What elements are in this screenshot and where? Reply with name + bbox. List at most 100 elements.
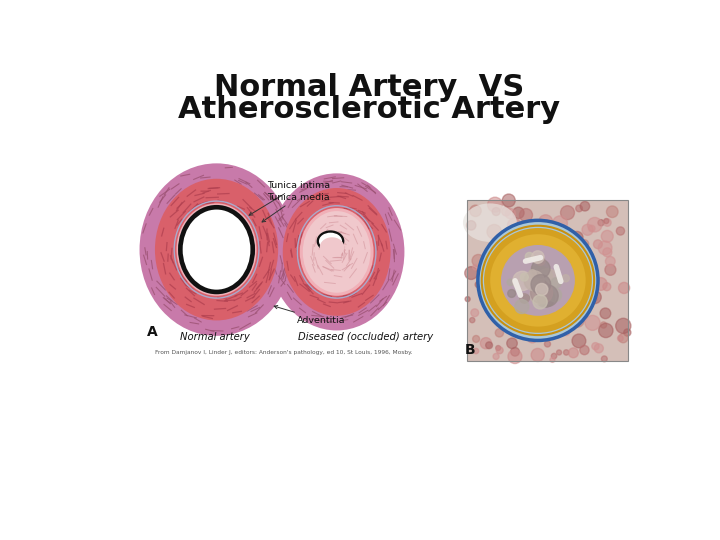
Circle shape (559, 264, 566, 271)
Circle shape (531, 286, 546, 301)
Circle shape (606, 206, 618, 218)
Circle shape (588, 218, 602, 232)
Circle shape (505, 208, 516, 219)
Circle shape (528, 269, 536, 278)
Circle shape (533, 295, 547, 309)
Circle shape (536, 284, 548, 295)
Circle shape (603, 283, 611, 291)
Circle shape (513, 233, 528, 247)
Circle shape (465, 296, 470, 302)
Circle shape (606, 256, 615, 266)
Circle shape (493, 353, 499, 360)
Circle shape (536, 269, 558, 291)
Circle shape (544, 341, 551, 347)
Circle shape (603, 248, 612, 257)
Ellipse shape (155, 179, 278, 320)
Circle shape (594, 344, 603, 353)
Text: Tunica media: Tunica media (262, 193, 329, 222)
Ellipse shape (317, 231, 344, 252)
Ellipse shape (319, 233, 342, 249)
Circle shape (598, 220, 604, 226)
Circle shape (498, 255, 513, 270)
Circle shape (496, 347, 503, 354)
Circle shape (572, 242, 580, 251)
Text: B: B (464, 343, 475, 357)
Circle shape (557, 350, 562, 355)
Circle shape (508, 218, 521, 232)
Circle shape (600, 322, 607, 328)
Ellipse shape (478, 220, 598, 340)
Ellipse shape (303, 211, 371, 293)
Circle shape (526, 252, 534, 261)
Circle shape (548, 288, 562, 302)
Circle shape (486, 342, 492, 349)
Ellipse shape (300, 208, 374, 296)
Circle shape (624, 329, 631, 336)
Circle shape (549, 282, 560, 294)
Bar (467, 200, 629, 361)
Circle shape (508, 289, 516, 298)
Circle shape (522, 298, 536, 312)
Circle shape (582, 224, 593, 235)
Circle shape (481, 261, 496, 276)
Circle shape (523, 295, 529, 301)
Circle shape (605, 265, 616, 275)
Circle shape (530, 286, 547, 303)
Ellipse shape (178, 205, 255, 294)
Circle shape (507, 338, 517, 348)
Circle shape (600, 308, 611, 319)
Ellipse shape (463, 204, 517, 242)
Circle shape (524, 271, 544, 291)
Ellipse shape (140, 164, 294, 336)
Ellipse shape (183, 210, 251, 289)
Ellipse shape (490, 234, 585, 327)
Circle shape (471, 309, 479, 316)
Circle shape (552, 353, 557, 359)
Circle shape (531, 274, 551, 294)
Circle shape (561, 319, 573, 331)
Bar (467, 200, 629, 361)
Circle shape (594, 278, 607, 291)
Circle shape (580, 240, 589, 248)
Text: Normal Artery  VS: Normal Artery VS (214, 73, 524, 103)
Circle shape (557, 246, 567, 255)
Ellipse shape (501, 245, 575, 316)
Circle shape (531, 348, 544, 361)
Circle shape (536, 268, 552, 285)
Circle shape (502, 230, 509, 237)
Circle shape (473, 348, 479, 354)
Circle shape (576, 205, 582, 212)
Circle shape (580, 201, 590, 211)
Circle shape (518, 322, 528, 332)
Circle shape (546, 266, 557, 276)
Circle shape (467, 221, 476, 230)
Circle shape (552, 278, 562, 288)
Circle shape (465, 267, 477, 280)
Circle shape (561, 206, 575, 220)
Circle shape (519, 244, 527, 252)
Circle shape (480, 338, 492, 349)
Circle shape (496, 346, 500, 350)
Circle shape (538, 280, 546, 289)
Circle shape (472, 265, 478, 270)
Circle shape (516, 278, 528, 289)
Circle shape (592, 342, 599, 350)
Circle shape (529, 266, 549, 286)
Circle shape (564, 350, 569, 355)
Circle shape (588, 225, 595, 232)
Circle shape (505, 230, 519, 244)
Text: Adventitia: Adventitia (274, 306, 346, 325)
Text: Atherosclerotic Artery: Atherosclerotic Artery (178, 95, 560, 124)
Ellipse shape (269, 173, 405, 330)
Circle shape (569, 265, 583, 279)
Circle shape (515, 300, 528, 314)
Circle shape (501, 261, 509, 269)
Circle shape (548, 294, 561, 308)
Circle shape (498, 306, 510, 318)
Circle shape (513, 271, 532, 291)
Circle shape (503, 194, 516, 207)
Circle shape (571, 232, 583, 244)
Circle shape (552, 265, 566, 278)
Circle shape (472, 335, 480, 342)
Circle shape (598, 323, 613, 338)
